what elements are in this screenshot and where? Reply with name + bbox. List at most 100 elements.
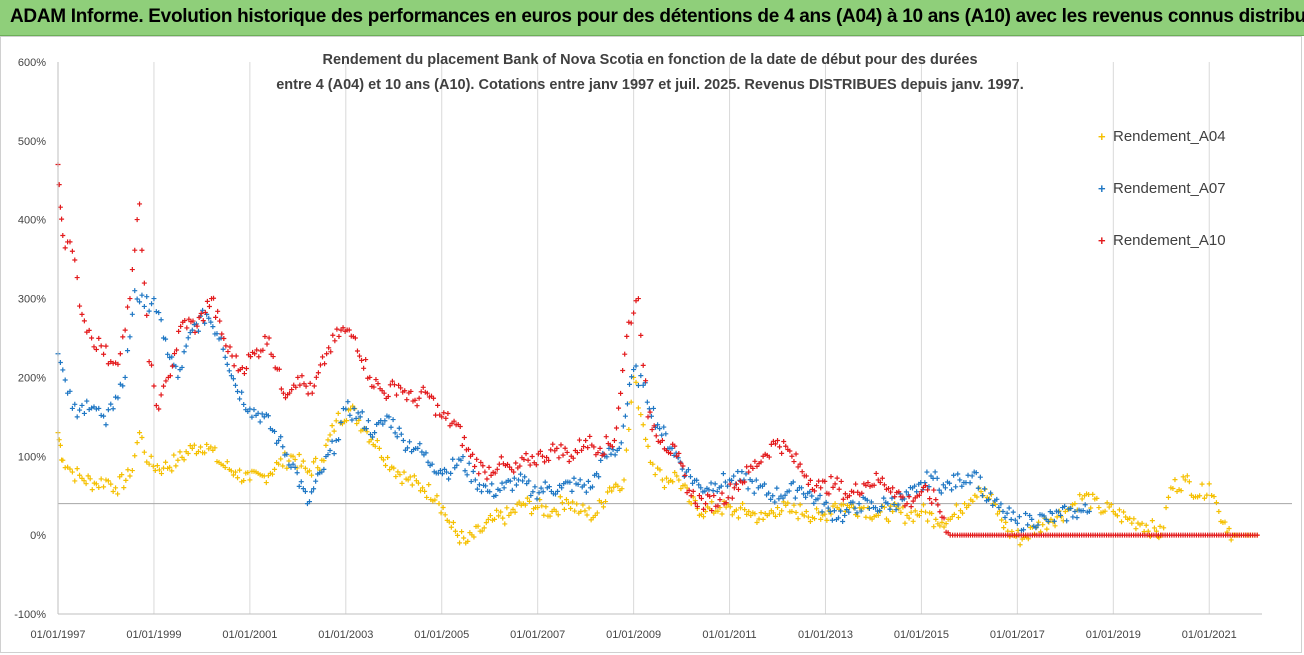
header-banner: ADAM Informe. Evolution historique des p… [0, 0, 1304, 36]
data-point [182, 318, 188, 324]
data-point [85, 473, 91, 479]
data-point [819, 509, 825, 515]
data-point [916, 513, 922, 519]
data-point [195, 328, 201, 334]
data-point [333, 438, 339, 444]
data-point [265, 413, 271, 419]
data-point [311, 459, 317, 465]
data-point [900, 494, 906, 500]
data-point [483, 520, 489, 526]
data-point [786, 488, 792, 494]
data-point [604, 454, 610, 460]
data-point [881, 504, 887, 510]
data-point [441, 410, 447, 416]
data-point [376, 445, 382, 451]
data-point [960, 510, 966, 516]
data-point [1036, 519, 1042, 525]
data-point [799, 469, 805, 475]
data-point [380, 457, 386, 463]
data-point [571, 475, 577, 481]
data-point [558, 442, 564, 448]
data-point [1206, 481, 1212, 487]
data-point [896, 506, 902, 512]
data-point [914, 489, 920, 495]
data-point [1102, 508, 1108, 514]
data-point [141, 303, 147, 309]
legend-marker-a07: + [1098, 181, 1106, 196]
data-point [603, 434, 609, 440]
data-point [213, 314, 219, 320]
data-point [450, 456, 456, 462]
data-point [237, 467, 243, 473]
data-point [854, 510, 860, 516]
data-point [709, 499, 715, 505]
data-point [441, 466, 447, 472]
data-point [702, 488, 708, 494]
data-point [772, 499, 778, 505]
data-point [762, 481, 768, 487]
data-point [200, 307, 206, 313]
data-point [1086, 508, 1092, 514]
data-point [685, 467, 691, 473]
data-point [768, 496, 774, 502]
data-point [890, 508, 896, 514]
data-point [794, 487, 800, 493]
data-point [372, 430, 378, 436]
data-point [307, 380, 313, 386]
data-point [363, 426, 369, 432]
data-point [169, 468, 175, 474]
data-point [1049, 510, 1055, 516]
data-point [1151, 525, 1157, 531]
data-point [146, 461, 152, 467]
data-point [443, 415, 449, 421]
data-point [137, 430, 143, 436]
data-point [323, 442, 329, 448]
data-point [144, 294, 150, 300]
data-point [89, 335, 95, 341]
data-point [640, 422, 646, 428]
data-point [280, 444, 286, 450]
data-point [618, 390, 624, 396]
data-point [540, 489, 546, 495]
data-point [682, 482, 688, 488]
legend-item-a04: + Rendement_A04 [1098, 128, 1226, 180]
data-point [59, 216, 65, 222]
data-point [381, 390, 387, 396]
data-point [325, 437, 331, 443]
data-point [585, 478, 591, 484]
data-point [497, 487, 503, 493]
data-point [1055, 509, 1061, 515]
data-point [723, 500, 729, 506]
data-point [738, 505, 744, 511]
data-point [594, 510, 600, 516]
data-point [266, 335, 272, 341]
data-point [351, 406, 357, 412]
data-point [1072, 508, 1078, 514]
data-point [445, 411, 451, 417]
data-point [401, 469, 407, 475]
data-point [659, 477, 665, 483]
data-point [1080, 508, 1086, 514]
data-point [486, 464, 492, 470]
data-point [1139, 520, 1145, 526]
data-point [720, 471, 726, 477]
data-point [284, 465, 290, 471]
data-point [439, 471, 445, 477]
data-point [137, 299, 143, 305]
data-point [709, 508, 715, 514]
data-point [1021, 527, 1027, 533]
data-point [509, 487, 515, 493]
data-point [881, 495, 887, 501]
data-point [657, 426, 663, 432]
data-point [505, 461, 511, 467]
data-point [513, 482, 519, 488]
data-point [535, 505, 541, 511]
data-point [272, 428, 278, 434]
data-point [500, 515, 506, 521]
data-point [349, 417, 355, 423]
data-point [498, 454, 504, 460]
data-point [621, 477, 627, 483]
data-point [225, 349, 231, 355]
data-point [276, 461, 282, 467]
data-point [501, 485, 507, 491]
